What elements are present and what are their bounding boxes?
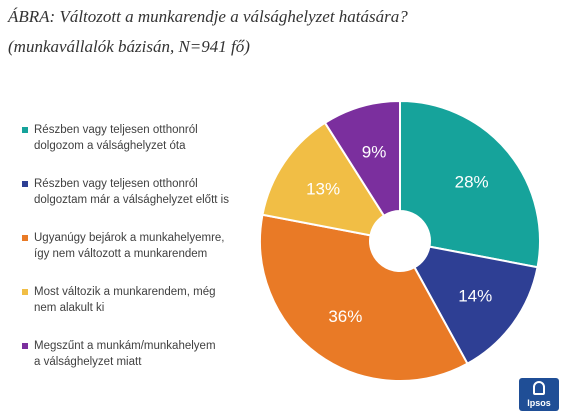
legend-label: dolgozom a válsághelyzet óta <box>34 140 186 152</box>
chart-subtitle: (munkavállalók bázisán, N=941 fő) <box>8 37 250 56</box>
legend-swatch <box>22 235 28 241</box>
legend-entry: Ugyanúgy bejárok a munkahelyemre, így ne… <box>22 230 262 262</box>
donut-slice <box>261 121 386 237</box>
legend-swatch <box>22 289 28 295</box>
legend-entry: Részben vagy teljesen otthonról dolgozom… <box>22 122 262 154</box>
chart-title: ÁBRA: Változott a munkarendje a válsághe… <box>8 7 408 26</box>
logo-text: Ipsos <box>527 398 551 408</box>
legend-label: dolgoztam már a válsághelyzet előtt is <box>34 194 229 206</box>
legend-label: Megszűnt a munkám/munkahelyem <box>34 340 216 352</box>
data-label: 9% <box>362 143 387 162</box>
legend-entry: Megszűnt a munkám/munkahelyem a válsághe… <box>22 338 262 370</box>
data-label: 36% <box>328 307 362 326</box>
legend-label: Részben vagy teljesen otthonról <box>34 124 198 136</box>
legend-label: nem alakult ki <box>34 302 105 314</box>
donut-slice <box>399 99 541 269</box>
legend-entry: Most változik a munkarendem, még nem ala… <box>22 284 262 316</box>
legend-label: a válsághelyzet miatt <box>34 356 142 368</box>
legend-swatch <box>22 343 28 349</box>
donut-slice <box>323 99 401 218</box>
donut-slice <box>413 245 539 366</box>
ipsos-logo-icon <box>533 381 545 395</box>
legend-entry: Részben vagy teljesen otthonról dolgozta… <box>22 176 262 208</box>
legend-label: így nem változott a munkarendem <box>34 248 208 260</box>
data-label: 14% <box>458 287 492 306</box>
donut-slice <box>259 213 469 382</box>
legend-label: Most változik a munkarendem, még <box>34 286 216 298</box>
data-label: 13% <box>306 180 340 199</box>
legend-label: Ugyanúgy bejárok a munkahelyemre, <box>34 232 225 244</box>
data-label: 28% <box>455 173 489 192</box>
legend-swatch <box>22 127 28 133</box>
legend-swatch <box>22 181 28 187</box>
ipsos-logo: Ipsos <box>519 378 559 411</box>
legend-label: Részben vagy teljesen otthonról <box>34 178 198 190</box>
